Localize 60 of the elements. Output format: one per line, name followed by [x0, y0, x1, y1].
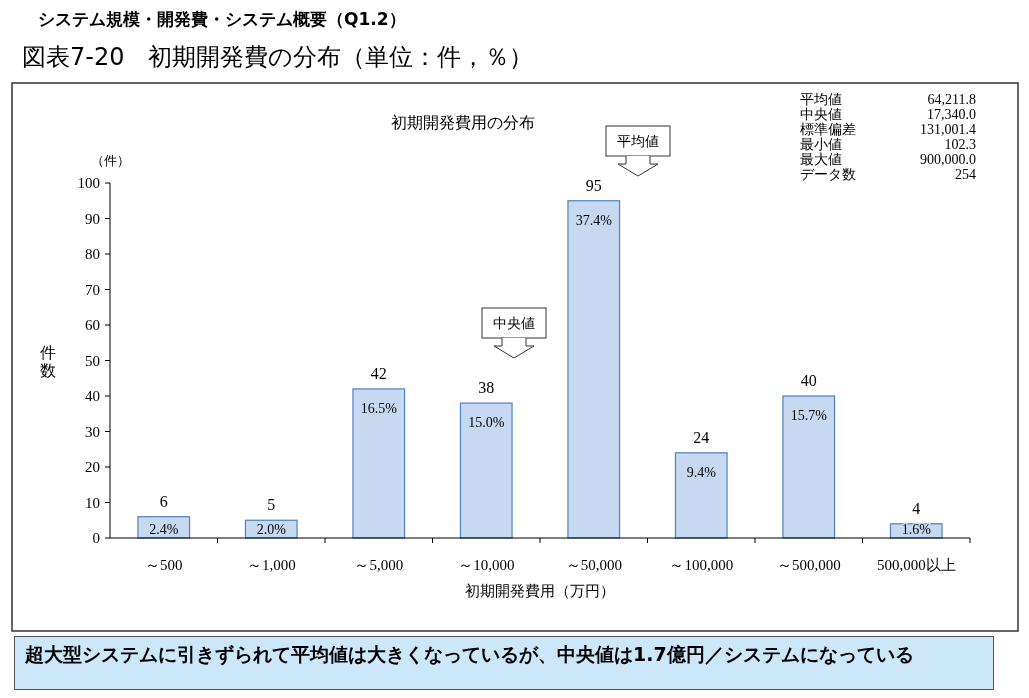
text: データ数 — [800, 167, 856, 182]
data-label: 38 — [478, 379, 495, 397]
text: 254 — [955, 167, 976, 182]
bar — [567, 200, 621, 539]
text: 最小値 — [800, 137, 842, 152]
x-tick-label: ～500,000 — [776, 557, 841, 573]
text: 中央値 — [800, 107, 842, 122]
data-label: 95 — [585, 176, 602, 194]
x-tick-label: ～50,000 — [565, 557, 622, 573]
text: 超大型システムに引きずられて平均値は大きくなっているが、中央値は1.7億円／システムになっている — [14, 636, 994, 690]
text: 標準偏差 — [800, 122, 856, 137]
x-tick-label: ～10,000 — [458, 557, 515, 573]
data-label: 42 — [370, 364, 387, 382]
y-tick-label: 100 — [77, 175, 100, 192]
bar — [459, 402, 513, 539]
chart-title: 図表7-20 初期開発費の分布（単位：件，％） — [22, 43, 534, 71]
text: 最大値 — [800, 152, 842, 167]
bar — [674, 452, 728, 539]
y-tick-label: 80 — [85, 246, 100, 263]
annotation: 9.4% — [686, 464, 717, 480]
text: （件） — [90, 153, 130, 168]
text: 102.3 — [944, 137, 976, 152]
x-tick-label: ～1,000 — [246, 557, 296, 573]
chart-subtitle: システム規模・開発費・システム概要（Q1.2） — [38, 9, 406, 29]
x-tick-label: 500,000以上 — [876, 557, 956, 573]
annotation: 中央値 — [493, 315, 535, 331]
x-tick-label: ～500 — [145, 557, 183, 573]
annotation: 15.0% — [468, 415, 505, 431]
text: 平均値 — [800, 92, 842, 107]
y-tick-label: 60 — [85, 317, 100, 334]
annotation: 2.4% — [149, 522, 179, 537]
y-tick-label: 40 — [85, 388, 100, 405]
annotation: 37.4% — [575, 212, 613, 228]
y-tick-label: 20 — [85, 459, 100, 476]
bar — [352, 388, 406, 539]
data-label: 6 — [159, 492, 168, 510]
annotation: 16.5% — [360, 400, 398, 416]
annotation: 2.0% — [256, 522, 287, 537]
y-tick-label: 10 — [85, 494, 100, 511]
data-label: 5 — [267, 496, 276, 514]
annotation: 15.7% — [790, 408, 828, 423]
bar — [782, 395, 836, 539]
data-label: 4 — [912, 499, 921, 517]
data-label: 40 — [800, 372, 817, 389]
data-label: 24 — [693, 428, 710, 446]
text: 900,000.0 — [920, 152, 976, 167]
y-tick-label: 90 — [85, 210, 100, 227]
text: 131,001.4 — [920, 122, 976, 137]
x-tick-label: ～100,000 — [669, 557, 734, 573]
annotation: 1.6% — [901, 522, 932, 537]
y-tick-label: 30 — [85, 423, 100, 440]
text: 初期開発費用の分布 — [391, 114, 535, 131]
x-tick-label: ～5,000 — [354, 557, 404, 573]
x-axis-title: 初期開発費用（万円） — [465, 583, 615, 599]
text: 64,211.8 — [927, 92, 976, 107]
text: 17,340.0 — [927, 107, 976, 122]
y-tick-label: 70 — [85, 281, 100, 298]
y-tick-label: 0 — [92, 530, 100, 547]
y-tick-label: 50 — [85, 352, 100, 369]
y-axis-title: 件数 — [40, 344, 56, 379]
